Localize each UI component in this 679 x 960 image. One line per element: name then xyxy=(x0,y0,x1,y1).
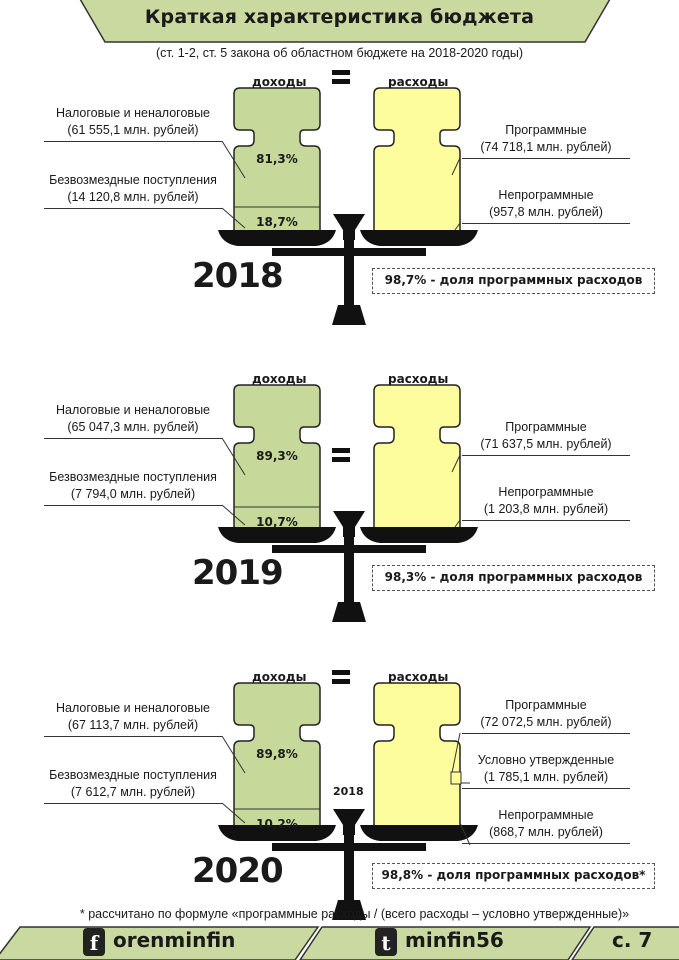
expense-header: расходы xyxy=(388,372,449,386)
expense-item-value: (1 203,8 млн. рублей) xyxy=(483,502,609,516)
balance-scale xyxy=(218,511,478,622)
equals-sign xyxy=(332,670,350,684)
revenue-item-value: (7 612,7 млн. рублей) xyxy=(70,785,196,799)
revenue-pct-transfers: 10,2% xyxy=(256,817,298,831)
page-title: Краткая характеристика бюджета xyxy=(144,6,535,28)
balance-scale xyxy=(218,214,478,325)
revenue-item: Безвозмездные поступления (7 612,7 млн. р… xyxy=(44,767,222,804)
revenue-pct-own: 89,3% xyxy=(256,449,298,463)
expense-item-value: (957,8 млн. рублей) xyxy=(489,205,603,219)
revenue-item-value: (14 120,8 млн. рублей) xyxy=(67,190,199,204)
expense-weight xyxy=(373,682,461,834)
expense-item: Программные (74 718,1 млн. рублей) xyxy=(462,122,630,159)
budget-year-2018: доходы расходы Налоговые и неналоговые (61 … xyxy=(0,0,679,325)
revenue-item-name: Безвозмездные поступления xyxy=(49,768,217,782)
revenue-item: Налоговые и неналоговые (61 555,1 млн. ру… xyxy=(44,105,222,142)
revenue-item: Безвозмездные поступления (14 120,8 млн. … xyxy=(44,172,222,209)
expense-weight xyxy=(373,384,461,536)
scale-illustration xyxy=(218,87,478,325)
balance-scale xyxy=(218,809,478,920)
year-label: 2020 xyxy=(192,851,284,891)
program-share-box: 98,8% - доля программных расходов* xyxy=(372,863,655,889)
expense-item: Непрограммные (1 203,8 млн. рублей) xyxy=(462,484,630,521)
revenue-item-value: (65 047,3 млн. рублей) xyxy=(67,420,199,434)
twitter-icon[interactable]: t xyxy=(375,928,397,956)
expense-item-name: Программные xyxy=(505,698,587,712)
expense-item-value: (868,7 млн. рублей) xyxy=(489,825,603,839)
leader-lines xyxy=(221,437,461,528)
revenue-item-value: (67 113,7 млн. рублей) xyxy=(67,718,199,732)
twitter-link[interactable]: minfin56 xyxy=(405,928,504,952)
revenue-item: Налоговые и неналоговые (67 113,7 млн. ру… xyxy=(44,700,222,737)
year-label: 2018 xyxy=(192,256,284,296)
expense-item-name: Непрограммные xyxy=(498,188,594,202)
leader-lines xyxy=(221,140,461,231)
scale-label: 2018 xyxy=(333,785,364,798)
facebook-icon[interactable]: f xyxy=(83,928,105,956)
expense-item-name: Условно утвержденные xyxy=(477,753,615,767)
budget-year-2019: доходы расходы Налоговые и неналоговые (65 … xyxy=(0,297,679,622)
equals-sign xyxy=(332,70,350,84)
revenue-pct-transfers: 18,7% xyxy=(256,215,298,229)
facebook-link[interactable]: orenminfin xyxy=(113,928,236,952)
footer-bar xyxy=(0,926,679,960)
revenue-item-name: Налоговые и неналоговые xyxy=(55,106,211,120)
revenue-item-name: Безвозмездные поступления xyxy=(49,173,217,187)
scale-illustration xyxy=(218,682,478,920)
expense-item-name: Непрограммные xyxy=(498,485,594,499)
expense-item: Условно утвержденные (1 785,1 млн. рублей… xyxy=(462,752,630,789)
expense-item-value: (74 718,1 млн. рублей) xyxy=(480,140,612,154)
program-share-box: 98,7% - доля программных расходов xyxy=(372,268,655,294)
year-label: 2019 xyxy=(192,553,284,593)
revenue-pct-own: 89,8% xyxy=(256,747,298,761)
expense-item-name: Программные xyxy=(505,420,587,434)
expense-item: Программные (71 637,5 млн. рублей) xyxy=(462,419,630,456)
expense-item: Непрограммные (868,7 млн. рублей) xyxy=(462,807,630,844)
expense-item: Непрограммные (957,8 млн. рублей) xyxy=(462,187,630,224)
budget-year-2020: доходы расходы Налоговые и неналоговые (67 … xyxy=(0,595,679,920)
revenue-header: доходы xyxy=(252,75,307,89)
revenue-pct-own: 81,3% xyxy=(256,152,298,166)
revenue-header: доходы xyxy=(252,670,307,684)
program-share-box: 98,3% - доля программных расходов xyxy=(372,565,655,591)
revenue-item-name: Налоговые и неналоговые xyxy=(55,403,211,417)
expense-header: расходы xyxy=(388,75,449,89)
title-banner xyxy=(79,0,611,43)
expense-weight xyxy=(373,87,461,239)
page-subtitle: (ст. 1-2, ст. 5 закона об областном бюдж… xyxy=(156,46,523,60)
expense-header: расходы xyxy=(388,670,449,684)
revenue-item-name: Налоговые и неналоговые xyxy=(55,701,211,715)
revenue-item: Налоговые и неналоговые (65 047,3 млн. ру… xyxy=(44,402,222,439)
expense-item-name: Непрограммные xyxy=(498,808,594,822)
expense-item-name: Программные xyxy=(505,123,587,137)
leader-lines xyxy=(221,732,471,846)
footnote: * рассчитано по формуле «программные рас… xyxy=(79,907,630,921)
revenue-pct-transfers: 10,7% xyxy=(256,515,298,529)
revenue-item-name: Безвозмездные поступления xyxy=(49,470,217,484)
page-number: с. 7 xyxy=(612,928,653,952)
equals-sign xyxy=(332,448,350,462)
revenue-header: доходы xyxy=(252,372,307,386)
expense-item: Программные (72 072,5 млн. рублей) xyxy=(462,697,630,734)
revenue-item-value: (7 794,0 млн. рублей) xyxy=(70,487,196,501)
revenue-item-value: (61 555,1 млн. рублей) xyxy=(67,123,199,137)
expense-item-value: (72 072,5 млн. рублей) xyxy=(480,715,612,729)
expense-item-value: (1 785,1 млн. рублей) xyxy=(483,770,609,784)
scale-illustration xyxy=(218,384,478,622)
expense-item-value: (71 637,5 млн. рублей) xyxy=(480,437,612,451)
revenue-item: Безвозмездные поступления (7 794,0 млн. р… xyxy=(44,469,222,506)
